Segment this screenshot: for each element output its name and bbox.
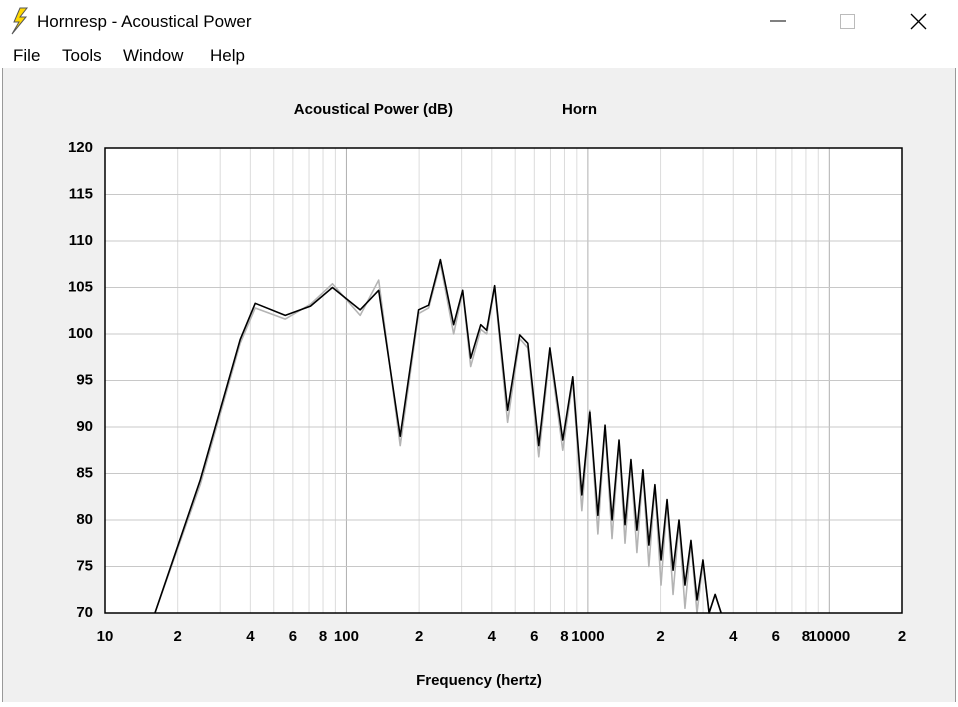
x-tick-label: 10 xyxy=(97,628,114,645)
y-tick-label: 75 xyxy=(76,557,93,574)
y-tick-label: 70 xyxy=(76,604,93,621)
menu-bar: File Tools Window Help xyxy=(0,44,958,68)
x-tick-label: 6 xyxy=(772,628,780,645)
chart-subtitle: Horn xyxy=(562,101,597,118)
maximize-button[interactable] xyxy=(840,14,855,29)
y-tick-label: 115 xyxy=(69,185,93,202)
x-tick-label: 2 xyxy=(656,628,664,645)
window-title: Hornresp - Acoustical Power xyxy=(37,12,252,31)
plot-border xyxy=(104,147,903,614)
x-tick-label: 100 xyxy=(334,628,359,645)
chart-title: Acoustical Power (dB) xyxy=(294,101,453,118)
x-tick-label: 6 xyxy=(530,628,538,645)
client-area: Acoustical Power (dB) Horn Frequency (he… xyxy=(2,68,956,702)
y-tick-label: 120 xyxy=(68,139,93,156)
y-tick-label: 100 xyxy=(68,325,93,342)
y-tick-label: 105 xyxy=(68,278,93,295)
menu-item[interactable]: Tools xyxy=(62,46,102,65)
y-tick-label: 90 xyxy=(76,418,93,435)
x-tick-label: 2 xyxy=(174,628,182,645)
x-tick-label: 10000 xyxy=(808,628,850,645)
x-tick-label: 4 xyxy=(488,628,497,645)
x-tick-label: 8 xyxy=(560,628,568,645)
menu-item[interactable]: File xyxy=(13,46,41,65)
menu-item[interactable]: Window xyxy=(123,46,184,65)
x-tick-label: 6 xyxy=(289,628,297,645)
close-button[interactable] xyxy=(910,13,927,30)
x-tick-label: 4 xyxy=(729,628,738,645)
x-tick-label: 8 xyxy=(802,628,810,645)
series-line xyxy=(154,262,722,614)
y-tick-label: 110 xyxy=(69,232,93,249)
app-icon xyxy=(11,7,29,35)
title-bar: Hornresp - Acoustical Power xyxy=(0,0,958,44)
x-tick-label: 4 xyxy=(246,628,255,645)
y-tick-label: 85 xyxy=(76,464,93,481)
y-tick-label: 80 xyxy=(76,511,93,528)
title-bar-graphics xyxy=(11,7,927,35)
x-tick-label: 8 xyxy=(319,628,327,645)
menu-item[interactable]: Help xyxy=(210,46,245,65)
x-tick-label: 1000 xyxy=(571,628,604,645)
grid xyxy=(105,147,902,614)
x-tick-label: 2 xyxy=(415,628,423,645)
x-axis-label: Frequency (hertz) xyxy=(416,672,542,689)
y-tick-label: 95 xyxy=(76,371,93,388)
series-line xyxy=(154,258,722,614)
chart: Acoustical Power (dB) Horn Frequency (he… xyxy=(68,101,906,689)
x-tick-label: 2 xyxy=(898,628,906,645)
